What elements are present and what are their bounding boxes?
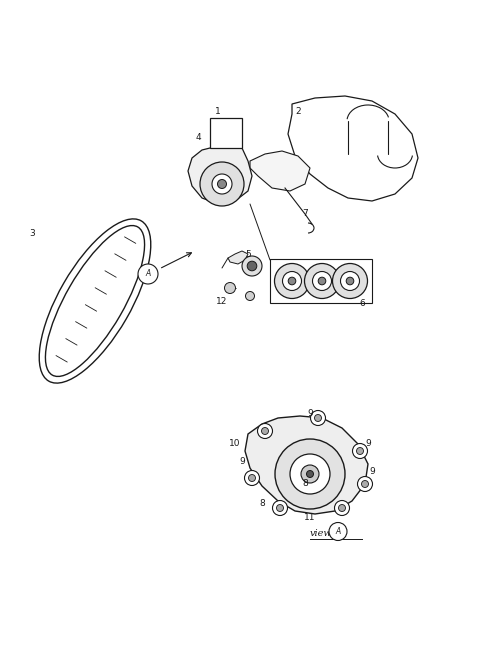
Circle shape <box>212 174 232 194</box>
Circle shape <box>301 465 319 483</box>
Text: 4: 4 <box>195 134 201 142</box>
Circle shape <box>200 162 244 206</box>
Circle shape <box>333 264 368 298</box>
Circle shape <box>242 256 262 276</box>
Circle shape <box>275 439 345 509</box>
Bar <box>210 118 242 148</box>
Text: A: A <box>145 270 151 279</box>
Circle shape <box>275 264 310 298</box>
Polygon shape <box>250 151 310 191</box>
Text: 6: 6 <box>359 300 365 308</box>
Circle shape <box>245 291 254 300</box>
Circle shape <box>314 415 322 422</box>
Text: 2: 2 <box>295 106 301 115</box>
Text: 8: 8 <box>302 480 308 489</box>
Circle shape <box>217 180 227 188</box>
Circle shape <box>290 454 330 494</box>
Text: 9: 9 <box>307 409 313 419</box>
Circle shape <box>311 411 325 426</box>
Circle shape <box>361 480 369 487</box>
Circle shape <box>338 504 346 512</box>
Circle shape <box>138 264 158 284</box>
Circle shape <box>249 474 255 482</box>
Circle shape <box>312 272 332 291</box>
Text: 9: 9 <box>369 466 375 476</box>
Text: 9: 9 <box>365 440 371 449</box>
Text: 9: 9 <box>239 457 245 466</box>
Text: 8: 8 <box>259 499 265 508</box>
Polygon shape <box>228 251 248 264</box>
Polygon shape <box>188 148 252 204</box>
Circle shape <box>283 272 301 291</box>
Circle shape <box>288 277 296 285</box>
Text: 1: 1 <box>215 106 221 115</box>
Text: A: A <box>336 527 341 536</box>
Circle shape <box>318 277 326 285</box>
Circle shape <box>340 272 360 291</box>
Text: view: view <box>310 529 333 538</box>
Circle shape <box>304 264 339 298</box>
Circle shape <box>346 277 354 285</box>
Text: 10: 10 <box>229 440 241 449</box>
Circle shape <box>307 470 313 478</box>
Polygon shape <box>245 416 368 514</box>
Circle shape <box>335 501 349 516</box>
Circle shape <box>357 447 363 455</box>
Text: 7: 7 <box>302 209 308 218</box>
Circle shape <box>273 501 288 516</box>
Ellipse shape <box>46 226 144 377</box>
Circle shape <box>244 470 260 485</box>
Text: 5: 5 <box>245 249 251 258</box>
Text: 3: 3 <box>29 230 35 239</box>
Circle shape <box>276 504 284 512</box>
Circle shape <box>329 522 347 541</box>
Circle shape <box>257 424 273 438</box>
Circle shape <box>262 428 268 434</box>
Circle shape <box>225 283 236 293</box>
Circle shape <box>352 443 368 459</box>
Circle shape <box>358 476 372 491</box>
Text: 11: 11 <box>304 514 316 522</box>
Circle shape <box>247 261 257 271</box>
Text: 12: 12 <box>216 297 228 306</box>
